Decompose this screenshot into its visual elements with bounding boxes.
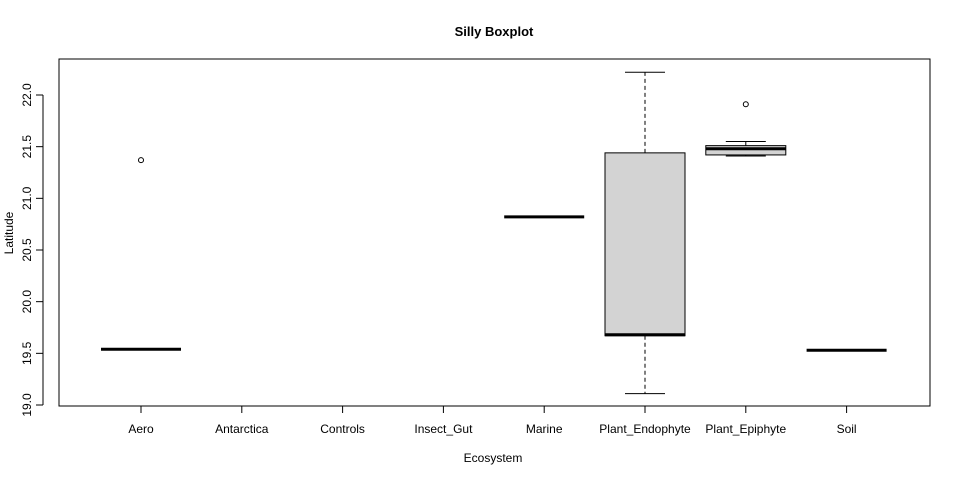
y-axis: 19.0 19.5 20.0 20.5 21.0 21.5 22.0: [20, 83, 44, 417]
x-tick-label: Soil: [837, 422, 857, 436]
chart-title: Silly Boxplot: [455, 24, 534, 39]
x-axis: Aero Antarctica Controls Insect_Gut Marine Pl…: [128, 405, 857, 436]
x-tick-label: Plant_Endophyte: [599, 422, 691, 436]
y-tick-label: 19.5: [20, 341, 34, 365]
box-plant-epiphyte: [705, 101, 787, 157]
y-axis-label: Latitude: [2, 211, 16, 254]
box-iqr: [705, 145, 787, 156]
box-aero: [101, 157, 181, 351]
boxes-group: [101, 71, 887, 395]
y-tick-label: 19.0: [20, 393, 34, 417]
outlier-point: [742, 101, 749, 108]
y-tick-label: 22.0: [20, 83, 34, 107]
plot-frame: [58, 58, 931, 407]
x-tick-label: Aero: [128, 422, 154, 436]
box-plant-endophyte: [604, 71, 686, 395]
y-tick-label: 21.0: [20, 186, 34, 210]
x-tick-label: Plant_Epiphyte: [705, 422, 786, 436]
x-tick-label: Marine: [526, 422, 563, 436]
outlier-point: [138, 157, 144, 164]
y-tick-label: 20.0: [20, 290, 34, 314]
x-tick-label: Controls: [320, 422, 365, 436]
x-tick-label: Antarctica: [215, 422, 269, 436]
y-tick-label: 21.5: [20, 135, 34, 159]
y-tick-label: 20.5: [20, 238, 34, 262]
x-tick-label: Insect_Gut: [414, 422, 473, 436]
x-axis-label: Ecosystem: [464, 451, 523, 465]
box-iqr: [604, 152, 686, 337]
